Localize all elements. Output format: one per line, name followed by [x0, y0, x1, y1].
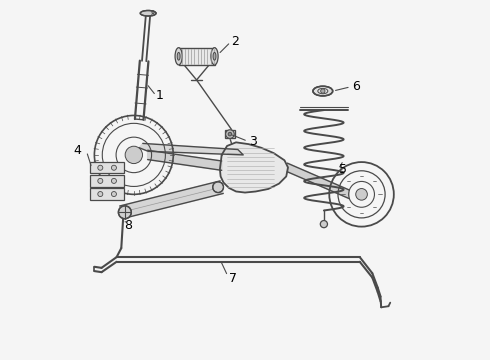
Polygon shape [120, 181, 223, 219]
Text: 4: 4 [73, 144, 81, 157]
Polygon shape [147, 150, 221, 170]
Circle shape [320, 89, 325, 93]
Text: 1: 1 [156, 89, 164, 102]
Polygon shape [224, 130, 235, 138]
Polygon shape [287, 163, 349, 199]
Circle shape [111, 165, 117, 170]
Text: 8: 8 [124, 219, 132, 233]
Text: 5: 5 [339, 163, 347, 176]
Circle shape [111, 179, 117, 183]
Circle shape [98, 165, 103, 170]
Text: 6: 6 [352, 80, 360, 93]
Bar [90, 188, 124, 200]
Ellipse shape [140, 10, 156, 16]
Polygon shape [224, 130, 235, 138]
Bar [179, 48, 215, 65]
Circle shape [125, 146, 143, 163]
Circle shape [320, 221, 327, 228]
Ellipse shape [175, 48, 182, 65]
Circle shape [228, 132, 232, 136]
Circle shape [98, 179, 103, 183]
Circle shape [356, 189, 368, 200]
Bar [90, 175, 124, 186]
Ellipse shape [213, 53, 216, 60]
Ellipse shape [177, 53, 180, 60]
Circle shape [98, 192, 103, 197]
Circle shape [225, 130, 234, 138]
Polygon shape [220, 142, 288, 193]
Text: 2: 2 [231, 35, 239, 49]
Polygon shape [139, 143, 243, 155]
Text: 7: 7 [229, 272, 237, 285]
Text: 3: 3 [248, 135, 256, 148]
Bar [90, 162, 124, 174]
Circle shape [111, 192, 117, 197]
Circle shape [213, 182, 223, 193]
Ellipse shape [211, 48, 218, 65]
Circle shape [119, 206, 131, 219]
Ellipse shape [313, 86, 333, 96]
